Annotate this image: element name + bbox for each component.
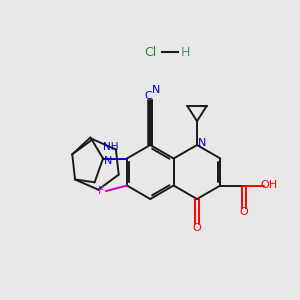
Text: F: F (98, 186, 104, 196)
Text: NH: NH (103, 142, 118, 152)
Text: O: O (193, 223, 201, 233)
Text: N: N (104, 157, 112, 166)
Text: O: O (240, 207, 249, 217)
Text: N: N (198, 138, 206, 148)
Text: OH: OH (260, 181, 277, 190)
Text: N: N (152, 85, 160, 95)
Text: C: C (144, 91, 152, 101)
Text: Cl: Cl (144, 46, 156, 59)
Text: H: H (180, 46, 190, 59)
